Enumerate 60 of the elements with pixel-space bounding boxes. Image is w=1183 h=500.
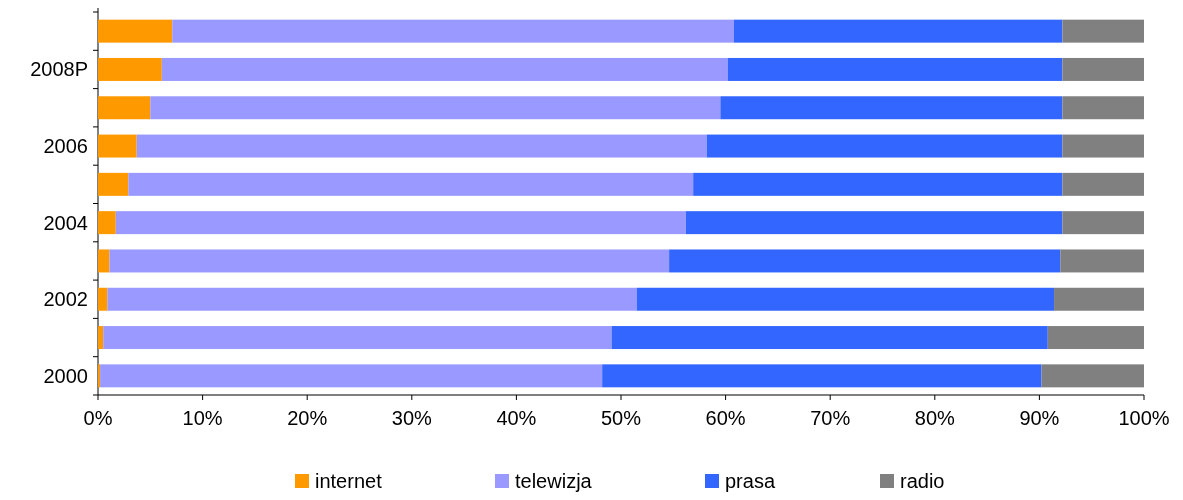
bar [733,19,1063,43]
bar [669,249,1061,273]
bar [706,134,1063,158]
y-tick-label: 2002 [43,288,88,311]
bar [98,19,173,43]
y-tick-label: 2000 [43,364,88,387]
bar [1041,364,1144,388]
bar [98,211,116,235]
bar [602,364,1042,388]
bar [1062,172,1144,196]
bar [1062,134,1144,158]
x-tick-label: 50% [600,407,642,429]
bar [161,57,728,81]
bar [100,364,603,388]
x-tick-label: 80% [914,407,956,429]
bar [1062,96,1144,120]
bar [1060,249,1144,273]
y-tick-label: 2004 [43,211,88,234]
bar [611,326,1048,350]
bar [636,287,1055,311]
bar [720,96,1063,120]
bar [98,287,108,311]
bar [727,57,1063,81]
x-tick-label: 30% [391,407,433,429]
x-tick-label: 60% [705,407,746,429]
bar [693,172,1063,196]
x-tick-label: 10% [182,407,223,429]
bar [1062,211,1144,235]
y-tick-label: 2006 [43,135,88,158]
bar [1047,326,1144,350]
x-tick-label: 100% [1118,407,1170,429]
bar [128,172,694,196]
legend-label: radio [900,470,945,492]
bar [1054,287,1144,311]
x-tick-label: 90% [1019,407,1060,429]
bar [115,211,686,235]
bar [136,134,707,158]
bar [98,57,162,81]
bar [98,364,101,388]
x-tick-label: 40% [496,407,537,429]
legend-label: prasa [725,470,776,492]
bar [98,96,151,120]
y-tick-label: 2008P [30,58,88,81]
bar [98,326,104,350]
bar [98,134,137,158]
bar [172,19,734,43]
bar [107,287,637,311]
legend-label: internet [315,470,383,492]
x-tick-label: 0% [83,407,113,429]
bar [98,172,129,196]
x-tick-label: 70% [810,407,851,429]
bar [150,96,721,120]
bar [98,249,110,273]
bar [1062,19,1144,43]
bar [109,249,670,273]
bar [685,211,1063,235]
bar [1062,57,1144,81]
x-tick-label: 20% [287,407,328,429]
bar [103,326,612,350]
legend-label: telewizja [515,470,593,492]
